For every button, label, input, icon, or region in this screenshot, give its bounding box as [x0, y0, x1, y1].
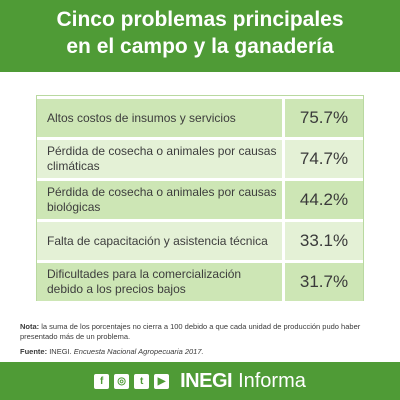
row-value: 33.1% — [285, 222, 363, 260]
problems-table: Altos costos de insumos y servicios 75.7%… — [36, 95, 364, 301]
title-banner: Cinco problemas principales en el campo … — [0, 0, 400, 72]
column-divider — [282, 222, 285, 260]
note-label: Nota: — [20, 322, 40, 331]
row-label: Falta de capacitación y asistencia técni… — [37, 222, 282, 260]
facebook-icon[interactable]: f — [94, 373, 110, 389]
footer-bar: f ◎ t ▶ INEGI Informa — [0, 362, 400, 400]
column-divider — [282, 140, 285, 178]
row-label: Pérdida de cosecha o animales por causas… — [37, 140, 282, 178]
row-value: 74.7% — [285, 140, 363, 178]
youtube-icon[interactable]: ▶ — [154, 373, 170, 389]
brand-subtitle: Informa — [238, 369, 306, 392]
column-divider — [282, 181, 285, 219]
row-label: Pérdida de cosecha o animales por causas… — [37, 181, 282, 219]
note-text: la suma de los porcentajes no cierra a 1… — [20, 322, 361, 341]
source-line: Fuente: INEGI. Encuesta Nacional Agropec… — [20, 347, 385, 357]
instagram-icon[interactable]: ◎ — [114, 373, 130, 389]
table-row: Dificultades para la comercialización de… — [37, 263, 363, 301]
row-value: 75.7% — [285, 99, 363, 137]
row-value: 44.2% — [285, 181, 363, 219]
source-org: INEGI. — [49, 347, 72, 356]
source-title: Encuesta Nacional Agropecuaria 2017. — [73, 347, 204, 356]
source-label: Fuente: — [20, 347, 48, 356]
column-divider — [282, 99, 285, 137]
table-row: Falta de capacitación y asistencia técni… — [37, 222, 363, 260]
twitter-icon[interactable]: t — [134, 373, 150, 389]
row-label: Altos costos de insumos y servicios — [37, 99, 282, 137]
row-value: 31.7% — [285, 263, 363, 301]
column-divider — [282, 263, 285, 301]
footnote: Nota: la suma de los porcentajes no cier… — [20, 322, 385, 342]
brand-logo: INEGI — [180, 369, 233, 392]
table-row: Pérdida de cosecha o animales por causas… — [37, 140, 363, 178]
title-line-1: Cinco problemas principales — [56, 8, 344, 31]
table-row: Altos costos de insumos y servicios 75.7% — [37, 99, 363, 137]
table-row: Pérdida de cosecha o animales por causas… — [37, 181, 363, 219]
row-label: Dificultades para la comercialización de… — [37, 263, 282, 301]
title-line-2: en el campo y la ganadería — [66, 35, 334, 58]
